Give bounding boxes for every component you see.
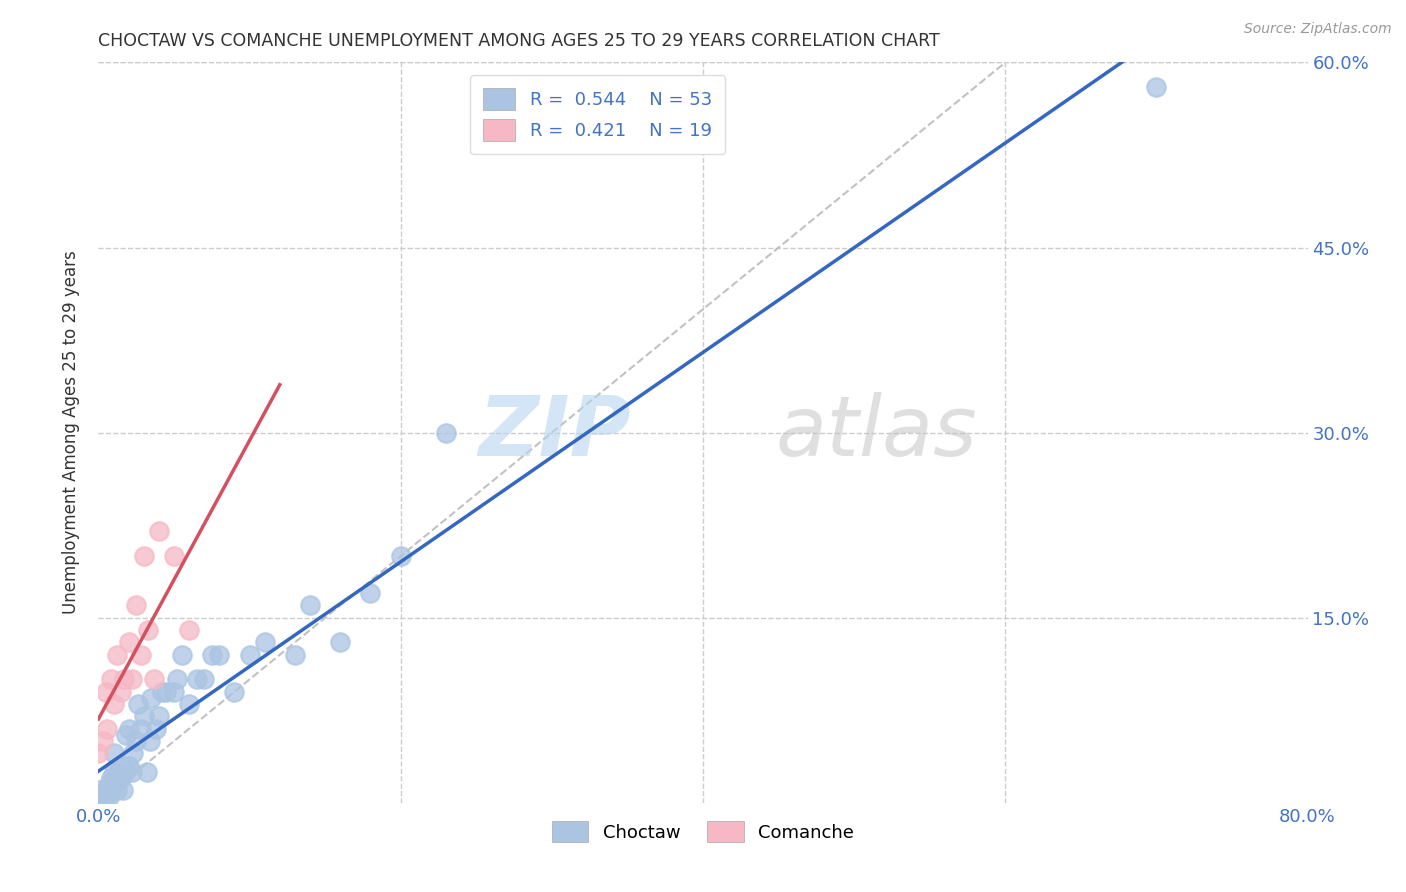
Point — [360, 586, 382, 600]
Point — [105, 771, 128, 785]
Point — [103, 747, 125, 761]
Point — [127, 697, 149, 711]
Point — [239, 648, 262, 662]
Point — [145, 722, 167, 736]
Point — [105, 648, 128, 662]
Point — [224, 685, 246, 699]
Text: Source: ZipAtlas.com: Source: ZipAtlas.com — [1244, 22, 1392, 37]
Point — [389, 549, 412, 563]
Point — [208, 648, 231, 662]
Point — [284, 648, 307, 662]
Point — [163, 549, 186, 563]
Point — [100, 771, 122, 785]
Point — [87, 796, 110, 810]
Point — [136, 623, 159, 637]
Point — [253, 635, 276, 649]
Point — [121, 673, 143, 687]
Point — [87, 789, 110, 804]
Point — [201, 648, 224, 662]
Point — [143, 673, 166, 687]
Point — [299, 599, 322, 613]
Point — [129, 648, 152, 662]
Point — [94, 685, 117, 699]
Point — [118, 758, 141, 772]
Point — [87, 783, 110, 797]
Point — [148, 524, 170, 539]
Point — [114, 728, 136, 742]
Point — [98, 777, 121, 791]
Point — [110, 758, 132, 772]
Point — [186, 673, 208, 687]
Point — [118, 722, 141, 736]
Point — [121, 764, 143, 779]
Text: atlas: atlas — [776, 392, 977, 473]
Point — [129, 722, 152, 736]
Point — [112, 673, 135, 687]
Point — [118, 635, 141, 649]
Point — [122, 747, 145, 761]
Point — [170, 648, 193, 662]
Point — [100, 673, 122, 687]
Point — [135, 764, 157, 779]
Point — [179, 697, 201, 711]
Point — [101, 783, 124, 797]
Point — [125, 599, 148, 613]
Point — [179, 623, 201, 637]
Point — [103, 764, 125, 779]
Point — [91, 734, 114, 748]
Point — [114, 764, 136, 779]
Point — [110, 771, 132, 785]
Point — [329, 635, 352, 649]
Point — [125, 734, 148, 748]
Point — [166, 673, 188, 687]
Legend: Choctaw, Comanche: Choctaw, Comanche — [546, 814, 860, 849]
Point — [132, 709, 155, 723]
Point — [103, 777, 125, 791]
Point — [96, 722, 118, 736]
Point — [105, 783, 128, 797]
Point — [87, 747, 110, 761]
Point — [103, 697, 125, 711]
Point — [155, 685, 177, 699]
Point — [434, 425, 457, 440]
Point — [98, 789, 121, 804]
Point — [148, 709, 170, 723]
Point — [141, 690, 163, 705]
Text: CHOCTAW VS COMANCHE UNEMPLOYMENT AMONG AGES 25 TO 29 YEARS CORRELATION CHART: CHOCTAW VS COMANCHE UNEMPLOYMENT AMONG A… — [98, 32, 941, 50]
Point — [1144, 80, 1167, 95]
Point — [193, 673, 215, 687]
Point — [110, 685, 132, 699]
Point — [150, 685, 173, 699]
Text: ZIP: ZIP — [478, 392, 630, 473]
Point — [139, 734, 162, 748]
Y-axis label: Unemployment Among Ages 25 to 29 years: Unemployment Among Ages 25 to 29 years — [62, 251, 80, 615]
Point — [111, 783, 134, 797]
Point — [107, 764, 129, 779]
Point — [94, 783, 117, 797]
Point — [163, 685, 186, 699]
Point — [94, 789, 117, 804]
Point — [132, 549, 155, 563]
